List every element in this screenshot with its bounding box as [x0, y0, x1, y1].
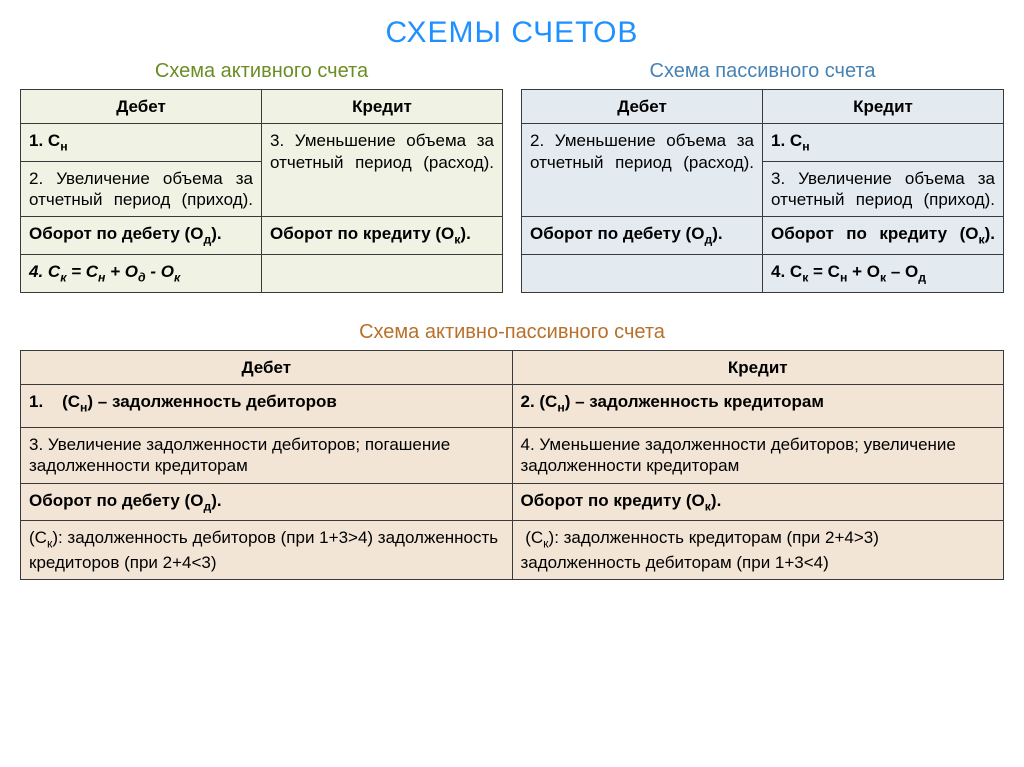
- passive-header-credit: Кредит: [763, 90, 1004, 124]
- active-scheme-title: Схема активного счета: [20, 60, 503, 83]
- active-r2-debit: 2. Увеличение объема за отчетный период …: [21, 161, 262, 217]
- ap-r1-credit: 2. (Cн) – задолженность кредиторам: [512, 385, 1004, 422]
- passive-scheme-table: Дебет Кредит 2. Уменьшение объема за отч…: [521, 89, 1004, 293]
- active-r1-debit: 1. Cн: [21, 124, 262, 162]
- active-scheme-block: Схема активного счета Дебет Кредит 1. Cн…: [20, 60, 503, 293]
- passive-scheme-title: Схема пассивного счета: [521, 60, 1004, 83]
- ap-r3-credit: Оборот по кредиту (Ок).: [512, 483, 1004, 521]
- active-r4-debit: 4. Cк = Cн + Од - Ок: [21, 255, 262, 293]
- ap-r2-credit: 4. Уменьшение задолженности дебиторов; у…: [512, 428, 1004, 484]
- ap-r3-debit: Оборот по дебету (Од).: [21, 483, 513, 521]
- ap-r4-debit: (Cк): задолженность дебиторов (при 1+3>4…: [21, 521, 513, 580]
- active-r2-credit: 3. Уменьшение объема за отчетный период …: [262, 124, 503, 217]
- active-r3-credit: Оборот по кредиту (Ок).: [262, 217, 503, 255]
- active-header-credit: Кредит: [262, 90, 503, 124]
- ap-r2-debit: 3. Увеличение задолженности дебиторов; п…: [21, 428, 513, 484]
- ap-header-credit: Кредит: [512, 350, 1004, 384]
- passive-r4-debit: [522, 255, 763, 293]
- ap-scheme-block: Схема активно-пассивного счета Дебет Кре…: [20, 321, 1004, 581]
- ap-r1-debit: 1. (Cн) – задолженность дебиторов: [21, 385, 513, 422]
- active-r3-debit: Оборот по дебету (Од).: [21, 217, 262, 255]
- active-header-debit: Дебет: [21, 90, 262, 124]
- top-schemes-row: Схема активного счета Дебет Кредит 1. Cн…: [20, 60, 1004, 293]
- active-scheme-table: Дебет Кредит 1. Cн 3. Уменьшение объема …: [20, 89, 503, 293]
- passive-r3-credit: Оборот по кредиту (Ок).: [763, 217, 1004, 255]
- ap-scheme-title: Схема активно-пассивного счета: [20, 321, 1004, 344]
- active-r4-credit: [262, 255, 503, 293]
- ap-r4-credit: (Cк): задолженность кредиторам (при 2+4>…: [512, 521, 1004, 580]
- ap-header-debit: Дебет: [21, 350, 513, 384]
- passive-header-debit: Дебет: [522, 90, 763, 124]
- passive-r2-debit: 2. Уменьшение объема за отчетный период …: [522, 124, 763, 217]
- ap-scheme-table: Дебет Кредит 1. (Cн) – задолженность деб…: [20, 350, 1004, 581]
- passive-r2-credit: 3. Увеличение объема за отчетный период …: [763, 161, 1004, 217]
- passive-r1-credit: 1. Cн: [763, 124, 1004, 162]
- page-title: СХЕМЫ СЧЕТОВ: [20, 16, 1004, 50]
- passive-r3-debit: Оборот по дебету (Од).: [522, 217, 763, 255]
- passive-scheme-block: Схема пассивного счета Дебет Кредит 2. У…: [521, 60, 1004, 293]
- passive-r4-credit: 4. Cк = Cн + Ок – Од: [763, 255, 1004, 293]
